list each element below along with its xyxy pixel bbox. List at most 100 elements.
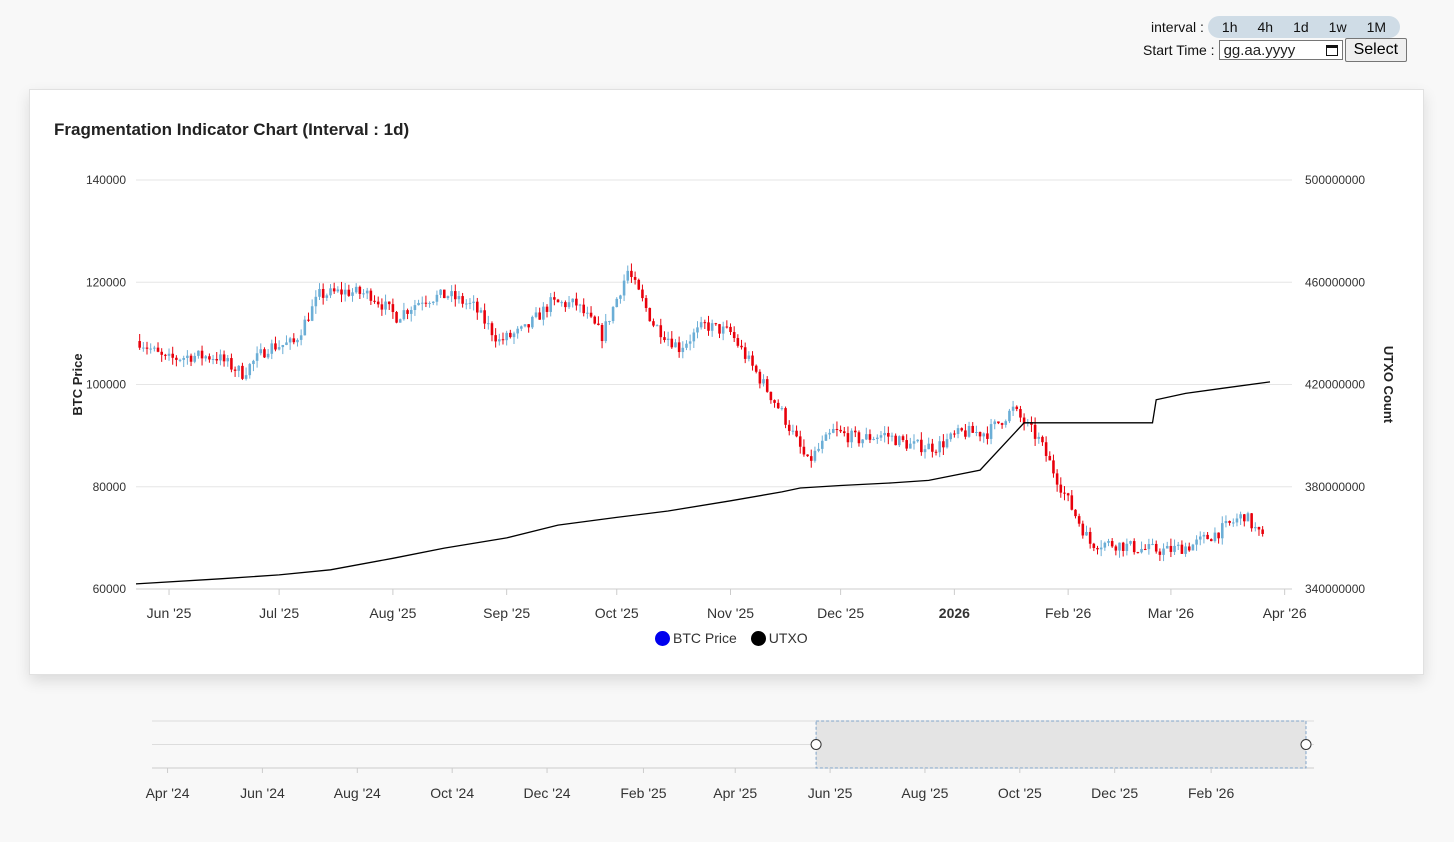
navigator-tick-label: Apr '25 [713,785,757,801]
candle-body [967,425,971,437]
x-tick-label: Jun '25 [147,605,192,621]
candle-body [512,333,516,338]
candle-body [336,289,340,292]
candle-body [666,338,670,341]
calendar-icon[interactable] [1325,44,1338,56]
interval-button-1h[interactable]: 1h [1221,19,1238,35]
candle [1059,477,1063,498]
candle-body [659,325,663,338]
select-button[interactable]: Select [1344,38,1408,62]
legend-marker-btc [655,630,670,646]
candle [1261,526,1264,537]
candle-body [556,299,560,303]
range-navigator[interactable]: Apr '24 Jun '24 Aug '24 Oct '24 Dec '24 Feb '… [0,700,1454,840]
candle [747,351,751,362]
x-tick-label: Oct '25 [595,605,639,621]
candle-body [1243,514,1246,522]
interval-button-1w[interactable]: 1w [1328,19,1347,35]
candle-body [222,354,226,362]
candle-body [442,289,446,299]
x-tick-label: 2026 [939,605,970,621]
candle-body [1099,547,1103,550]
candle-body [740,345,743,348]
candle [648,307,652,322]
candle [1085,525,1088,536]
candle [424,295,428,308]
candle [1235,513,1239,527]
candle [942,434,945,455]
candle [384,294,387,315]
candle [714,322,718,326]
candle [762,374,765,387]
candle-body [1228,521,1231,523]
candle [567,295,571,309]
interval-button-4h[interactable]: 4h [1257,19,1274,35]
candle-body [901,436,905,441]
candle-body [685,343,688,348]
candle [1037,432,1041,444]
candle [699,316,703,330]
candle-body [527,324,530,328]
candle-body [1055,473,1059,485]
candle [931,438,934,458]
candle [1103,541,1107,551]
candle [1011,400,1015,417]
legend-item-btc-price[interactable]: BTC Price [655,630,737,646]
legend-item-utxo[interactable]: UTXO [750,630,808,646]
candle [417,299,420,306]
candle [167,348,171,361]
candle [244,367,248,381]
navigator-tick-label: Aug '25 [901,785,948,801]
interval-button-1M[interactable]: 1M [1366,19,1387,35]
candle-body [1077,516,1081,524]
candle [465,299,468,310]
candle-body [784,408,787,425]
navigator-selection[interactable] [815,720,1307,769]
candle [920,432,923,456]
navigator-handle-right[interactable] [1300,739,1312,750]
candle [237,365,241,378]
candle [494,328,497,348]
candle [857,430,861,447]
candle [329,284,332,299]
candle-body [1085,531,1088,536]
candle [1220,516,1224,545]
candles [138,263,1264,562]
candle-body [237,365,241,371]
candle-body [332,288,336,292]
candle-body [854,430,857,433]
candle-body [1121,542,1125,551]
candle-body [1209,539,1213,542]
candle-body [758,371,762,384]
candle-body [707,322,710,331]
candle-body [211,358,215,360]
candle [901,434,905,443]
candle-body [1176,544,1180,546]
candle [1118,542,1121,558]
candle [1110,538,1114,548]
candle [615,297,619,308]
start-time-label: Start Time : [1143,42,1215,58]
candle [641,284,644,302]
candle [670,331,674,349]
candle [288,336,292,350]
candle [1121,541,1125,557]
candle-body [215,358,219,361]
navigator-tick-label: Dec '24 [524,785,571,801]
candle [802,439,806,457]
navigator-handle-left[interactable] [810,739,822,750]
candle [725,320,729,329]
candle-body [894,435,897,446]
candle-body [321,288,325,298]
interval-label: interval : [1151,19,1204,35]
candle [435,290,439,306]
candle [923,445,927,459]
candle-body [1206,534,1209,540]
candle [516,326,519,339]
candle [1077,513,1081,527]
candle-body [633,277,637,280]
interval-button-1d[interactable]: 1d [1293,19,1309,35]
candle-body [927,443,930,450]
start-date-input[interactable]: gg.aa.yyyy [1218,40,1343,60]
candle-body [362,293,365,295]
